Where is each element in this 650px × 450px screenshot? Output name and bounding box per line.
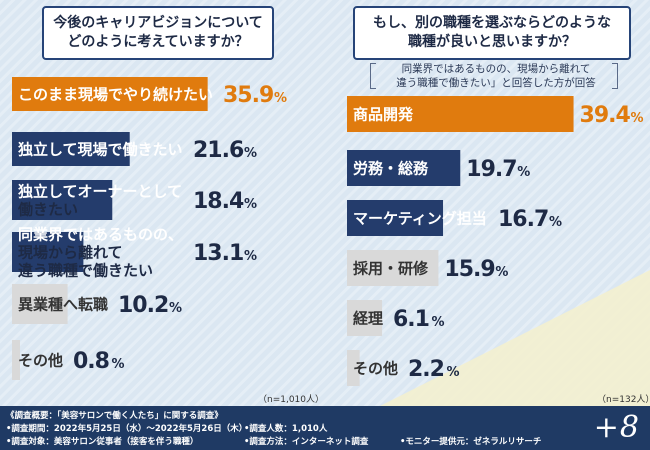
footer: 《調査概要：「美容サロンで働く人たち」に関する調査》 •調査期間：2022年5月…	[0, 406, 650, 450]
category-label: 採用・研修	[353, 259, 429, 277]
percent-sign: %	[447, 365, 460, 380]
value-label: 39.4	[580, 103, 631, 128]
category-label: 独立して現場で働きたい	[18, 140, 183, 158]
category-label: その他	[353, 359, 398, 377]
percent-sign: %	[274, 91, 287, 106]
footer-line: •調査方法：インターネット調査	[244, 437, 369, 447]
job-bar	[347, 200, 444, 236]
footer-line: 《調査概要：「美容サロンで働く人たち」に関する調査》	[6, 411, 223, 421]
value-label: 10.2	[118, 293, 168, 318]
category-label: マーケティング担当	[353, 209, 487, 227]
note-line: 同業界ではあるものの、現場から離れて	[401, 63, 591, 75]
right-sample-size: （n=132人）	[597, 395, 650, 405]
value-label: 21.6	[193, 138, 244, 163]
category-label: 働きたい	[17, 200, 78, 218]
job-bar	[347, 300, 383, 336]
career-bar	[12, 132, 130, 166]
job-bar	[347, 96, 574, 132]
category-label: 現場から離れて	[18, 243, 123, 261]
category-label: 商品開発	[353, 105, 414, 123]
left-question-line: どのように考えていますか？	[67, 34, 249, 50]
right-question-line: もし、別の職種を選ぶならどのような	[373, 15, 611, 31]
value-label: 19.7	[466, 157, 516, 182]
note-bracket-right	[612, 63, 618, 89]
category-label: 独立してオーナーとして	[18, 182, 182, 200]
career-bar	[12, 284, 68, 324]
category-label: 同業界ではあるものの、	[18, 225, 183, 243]
percent-sign: %	[495, 265, 508, 280]
category-label: その他	[18, 351, 63, 369]
percent-sign: %	[549, 215, 562, 230]
footer-line: •モニター提供元：ゼネラルリサーチ	[400, 437, 542, 447]
category-label: このまま現場でやり続けたい	[18, 85, 213, 103]
value-label: 15.9	[444, 257, 494, 282]
category-label: 経理	[353, 309, 383, 327]
percent-sign: %	[631, 111, 644, 126]
footer-line: •調査人数：1,010人	[244, 424, 328, 434]
right-question-line: 職種が良いと思いますか？	[408, 34, 576, 50]
career-bar	[12, 340, 20, 380]
left-sample-size: （n=1,010人）	[258, 395, 325, 405]
career-bar	[12, 232, 84, 272]
percent-sign: %	[517, 165, 530, 180]
job-bar	[347, 350, 360, 386]
percent-sign: %	[244, 197, 257, 212]
category-label: 異業種へ転職	[18, 295, 108, 313]
footer-line: •調査対象：美容サロン従事者（接客を伴う職種）	[6, 437, 199, 447]
brand-logo: +8	[593, 410, 640, 445]
value-label: 6.1	[393, 307, 429, 332]
value-label: 0.8	[73, 349, 109, 374]
percent-sign: %	[244, 249, 257, 264]
percent-sign: %	[432, 315, 445, 330]
percent-sign: %	[244, 146, 257, 161]
value-label: 35.9	[223, 83, 273, 108]
percent-sign: %	[169, 301, 182, 316]
value-label: 18.4	[193, 189, 244, 214]
footer-line: •調査期間：2022年5月25日（水）〜2022年5月26日（木）	[6, 424, 248, 434]
note-line: 違う職種で働きたい」と回答した方が回答	[396, 77, 596, 89]
category-label: 違う職種で働きたい	[18, 261, 153, 279]
job-bar	[347, 250, 439, 286]
right-question-box: もし、別の職種を選ぶならどのような 職種が良いと思いますか？	[353, 6, 631, 60]
left-question-line: 今後のキャリアビジョンについて	[53, 15, 263, 31]
charts-canvas: このまま現場でやり続けたい 35.9 % 独立して現場で働きたい 21.6 % 独立してオー…	[12, 77, 644, 386]
left-question-box: 今後のキャリアビジョンについて どのように考えていますか？	[42, 6, 274, 60]
note-bracket-left	[370, 63, 376, 89]
career-bar	[12, 180, 113, 220]
right-chart-note: 同業界ではあるものの、現場から離れて 違う職種で働きたい」と回答した方が回答	[350, 62, 642, 90]
value-label: 2.2	[408, 357, 444, 382]
percent-sign: %	[112, 357, 125, 372]
job-bar	[347, 150, 461, 186]
value-label: 13.1	[193, 241, 243, 266]
career-bar	[12, 77, 208, 111]
category-label: 労務・総務	[353, 159, 429, 177]
value-label: 16.7	[498, 207, 548, 232]
